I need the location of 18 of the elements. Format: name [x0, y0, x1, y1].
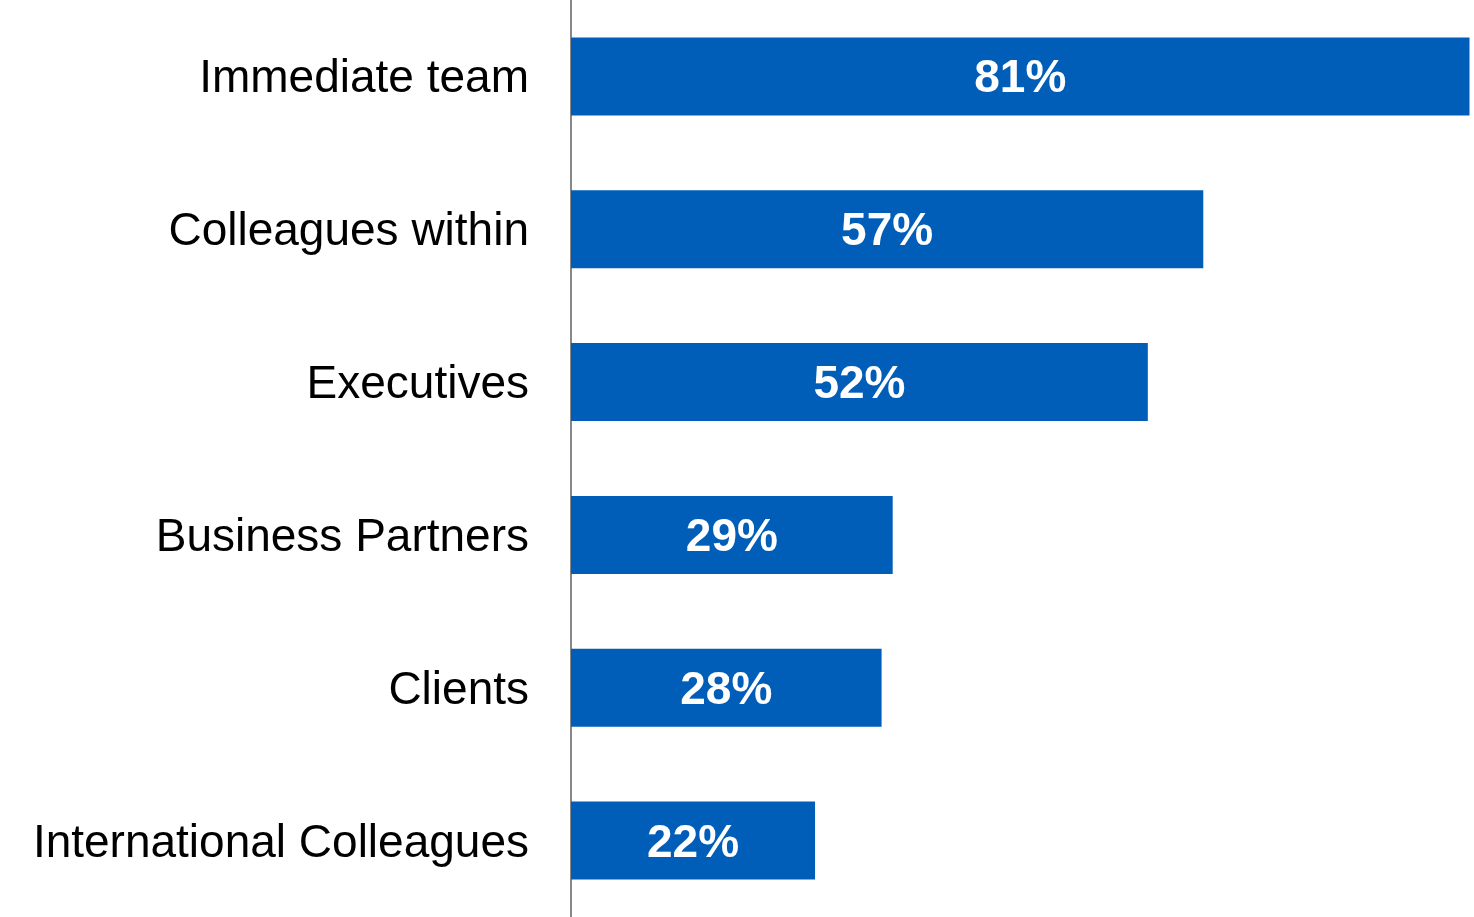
bar — [571, 801, 816, 880]
data-label: 52% — [813, 356, 906, 409]
y-tick-label: Executives — [306, 356, 529, 409]
bar — [571, 343, 1148, 422]
data-label: 57% — [841, 203, 934, 256]
data-label: 28% — [680, 661, 773, 714]
bar — [571, 37, 1470, 116]
bar — [571, 190, 1204, 269]
bar — [571, 648, 882, 727]
y-tick-label: Business Partners — [155, 508, 529, 561]
y-tick-label: Immediate team — [199, 50, 529, 103]
y-tick-label: Colleagues within — [168, 203, 529, 256]
data-label: 29% — [685, 508, 778, 561]
bar — [571, 495, 893, 574]
data-label: 81% — [974, 50, 1067, 103]
y-tick-label: Clients — [388, 661, 529, 714]
data-label: 22% — [646, 814, 740, 867]
y-tick-label: International Colleagues — [32, 814, 529, 867]
